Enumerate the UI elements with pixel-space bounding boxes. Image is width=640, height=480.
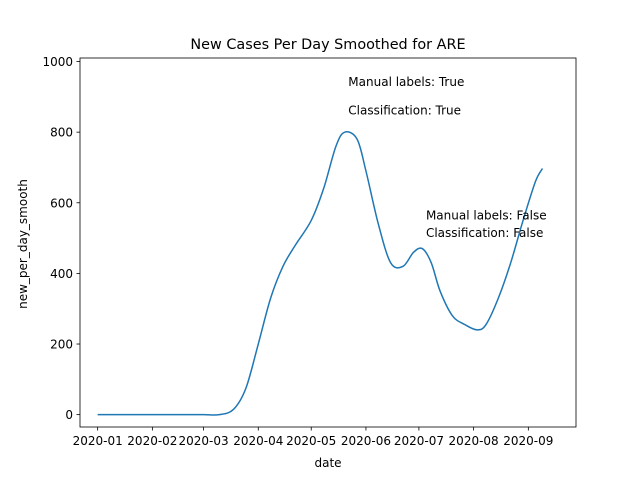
y-tick-label-1: 200 xyxy=(50,338,73,352)
annotation-3: Classification: False xyxy=(426,226,543,240)
x-tick-label-2: 2020-03 xyxy=(178,434,228,448)
x-tick-label-3: 2020-04 xyxy=(233,434,283,448)
annotation-2: Manual labels: False xyxy=(426,209,547,223)
y-axis-label: new_per_day_smooth xyxy=(16,179,30,309)
x-tick-label-1: 2020-02 xyxy=(127,434,177,448)
y-tick-label-3: 600 xyxy=(50,196,73,210)
y-tick-label-2: 400 xyxy=(50,267,73,281)
x-tick-label-7: 2020-08 xyxy=(449,434,499,448)
y-tick-label-0: 0 xyxy=(65,408,73,422)
annotation-0: Manual labels: True xyxy=(348,75,464,89)
x-tick-label-4: 2020-05 xyxy=(286,434,336,448)
axes-frame xyxy=(79,57,577,428)
series-line-0 xyxy=(97,131,544,416)
x-tick-label-6: 2020-07 xyxy=(394,434,444,448)
plot-area: Manual labels: True Classification: True M… xyxy=(79,57,577,428)
annotation-1: Classification: True xyxy=(348,103,461,117)
x-tick-label-5: 2020-06 xyxy=(341,434,391,448)
x-tick-label-8: 2020-09 xyxy=(503,434,553,448)
axis-ticks: 2020-01 2020-02 2020-03 2020-04 2020-05 2020-… xyxy=(42,55,553,448)
x-tick-label-0: 2020-01 xyxy=(73,434,123,448)
y-tick-label-4: 800 xyxy=(50,126,73,140)
chart-title: New Cases Per Day Smoothed for ARE xyxy=(190,37,465,53)
y-tick-label-5: 1000 xyxy=(42,55,73,69)
x-axis-label: date xyxy=(314,456,341,470)
